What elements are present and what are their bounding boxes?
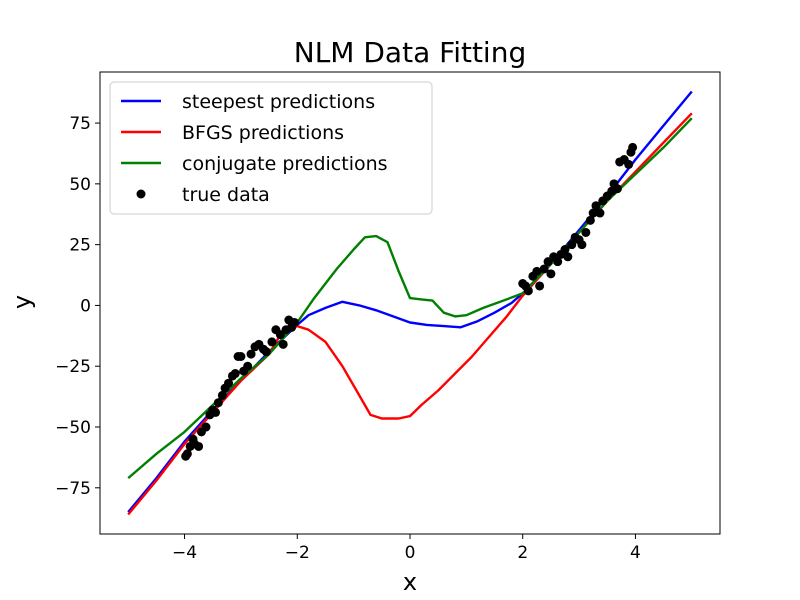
data-point [539, 264, 549, 274]
x-tick-label: −4 [172, 543, 197, 563]
x-axis-ticks: −4 −2 0 2 4 [172, 534, 641, 563]
scatter-points [181, 142, 638, 461]
y-tick-label: 50 [69, 175, 91, 195]
data-point [224, 378, 234, 388]
data-point [246, 349, 256, 359]
data-point [595, 208, 605, 218]
data-point [261, 347, 271, 357]
legend-label: conjugate predictions [182, 153, 388, 175]
data-point [628, 142, 638, 152]
x-tick-label: 0 [405, 543, 416, 563]
data-point [289, 317, 299, 327]
data-point [577, 240, 587, 250]
data-point [201, 422, 211, 432]
data-point [588, 208, 598, 218]
y-axis-ticks: −75 −50 −25 0 25 50 75 [55, 114, 100, 499]
x-tick-label: 4 [630, 543, 641, 563]
legend-label: true data [182, 184, 270, 206]
legend-box [109, 81, 433, 215]
data-point [278, 339, 288, 349]
data-point [523, 286, 533, 296]
data-point [182, 449, 192, 459]
chart-title: NLM Data Fitting [294, 36, 526, 69]
y-tick-label: 0 [80, 296, 91, 316]
data-point [612, 184, 622, 194]
legend-marker-swatch [136, 189, 146, 199]
data-point [236, 351, 246, 361]
data-point [230, 369, 240, 379]
data-point [624, 159, 634, 169]
y-tick-label: 75 [69, 114, 91, 134]
data-point [553, 257, 563, 267]
data-point [243, 361, 253, 371]
data-point [211, 407, 221, 417]
data-point [581, 227, 591, 237]
x-axis-label: x [403, 568, 417, 596]
data-point [585, 215, 595, 225]
data-point [591, 201, 601, 211]
data-point [546, 269, 556, 279]
y-tick-label: 25 [69, 236, 91, 256]
data-point [535, 281, 545, 291]
data-point [267, 337, 277, 347]
data-point [563, 252, 573, 262]
y-tick-label: −50 [55, 418, 91, 438]
x-tick-label: −2 [285, 543, 310, 563]
y-tick-label: −75 [55, 479, 91, 499]
data-point [532, 266, 542, 276]
legend: steepest predictions BFGS predictions conj… [109, 81, 433, 215]
y-tick-label: −25 [55, 357, 91, 377]
data-point [567, 240, 577, 250]
legend-label: BFGS predictions [182, 122, 344, 144]
data-point [194, 441, 204, 451]
data-point [560, 245, 570, 255]
data-point [213, 398, 223, 408]
x-tick-label: 2 [517, 543, 528, 563]
legend-label: steepest predictions [182, 91, 375, 113]
data-point [217, 390, 227, 400]
y-axis-label: y [8, 295, 36, 309]
